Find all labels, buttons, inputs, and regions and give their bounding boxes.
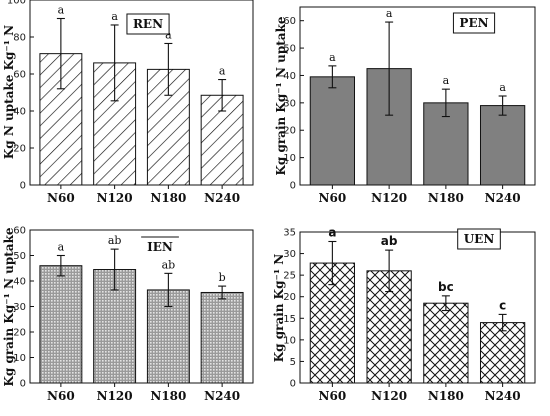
y-tick-label: 0 [290,181,296,192]
x-tick-label: N240 [485,389,521,403]
plot-frame [29,0,254,186]
y-tick-label: 80 [13,33,26,44]
significance-label: c [499,298,506,312]
panel-title-box [457,228,501,250]
significance-label: ab [162,258,176,271]
x-tick-label: N120 [97,389,133,403]
bar-n180 [423,302,469,384]
y-axis-label: Kg N uptake Kg⁻¹ N [2,25,16,159]
y-tick-label: 35 [283,228,296,239]
y-tick-label: 40 [283,71,296,82]
x-tick-label: N240 [204,191,240,205]
panel-ren: 0 20 40 60 80 100 Kg N uptake Kg⁻¹ N a N60 a N120 a… [2,0,254,205]
significance-label: a [58,4,65,17]
bar-n60 [309,76,356,186]
x-tick-label: N60 [319,389,347,403]
y-tick-label: 20 [283,126,296,137]
panel-title: PEN [459,16,488,30]
bar-n60 [39,265,83,384]
y-tick-label: 0 [20,379,26,390]
y-tick-label: 20 [13,144,26,155]
x-tick-label: N120 [97,191,133,205]
y-axis-label: Kg grain Kg⁻¹ N [272,254,286,363]
y-tick-label: 5 [290,357,296,368]
y-tick-label: 20 [13,328,26,339]
x-tick-label: N180 [150,389,186,403]
significance-label: a [165,28,172,41]
panel-title: REN [133,17,163,31]
bar-n240 [479,322,526,384]
y-tick-label: 60 [13,226,26,237]
plot-frame [299,6,536,186]
significance-label: a [328,225,336,239]
significance-label: b [219,271,226,284]
y-tick-label: 20 [283,292,296,303]
y-tick-label: 10 [283,335,296,346]
x-tick-label: N180 [428,389,464,403]
y-axis-label: Kg grain Kg⁻¹ N uptake [274,16,288,175]
plot-frame [299,231,536,384]
y-tick-label: 10 [283,153,296,164]
significance-label: a [499,81,506,94]
panel-title-box [126,13,170,35]
y-tick-label: 0 [20,181,26,192]
panel-title: UEN [464,232,495,246]
significance-label: a [111,10,118,23]
significance-label: bc [438,280,454,294]
y-tick-label: 10 [13,353,26,364]
y-tick-label: 15 [283,314,296,325]
y-tick-label: 60 [13,70,26,81]
significance-label: a [219,65,226,78]
x-tick-label: N60 [319,191,347,205]
significance-label: a [329,51,336,64]
y-tick-label: 50 [283,44,296,55]
y-tick-label: 30 [283,249,296,260]
x-tick-label: N180 [150,191,186,205]
x-tick-label: N120 [371,191,407,205]
y-tick-label: 50 [13,251,26,262]
significance-label: ab [108,234,122,247]
x-tick-label: N180 [428,191,464,205]
y-tick-label: 100 [7,0,26,7]
panel-uen: 0 5 10 15 20 25 30 35 Kg grain Kg⁻¹ N a N60 ab N120 b… [272,225,536,403]
significance-label: a [443,74,450,87]
y-tick-label: 40 [13,277,26,288]
x-tick-label: N120 [371,389,407,403]
y-tick-label: 40 [13,107,26,118]
significance-label: a [386,7,393,20]
y-tick-label: 60 [283,16,296,27]
panel-title: IEN [147,240,173,254]
bar-n240 [200,291,244,384]
y-axis-label: Kg grain Kg⁻¹ N uptake [2,227,16,386]
significance-label: ab [381,234,398,248]
panel-title-box [452,12,496,34]
x-tick-label: N60 [47,389,75,403]
x-tick-label: N240 [485,191,521,205]
significance-label: a [58,241,65,254]
y-tick-label: 30 [13,302,26,313]
y-tick-label: 30 [283,98,296,109]
x-tick-label: N60 [47,191,75,205]
y-tick-label: 0 [290,379,296,390]
y-tick-label: 25 [283,271,296,282]
bar-n240 [479,105,526,186]
x-tick-label: N240 [204,389,240,403]
